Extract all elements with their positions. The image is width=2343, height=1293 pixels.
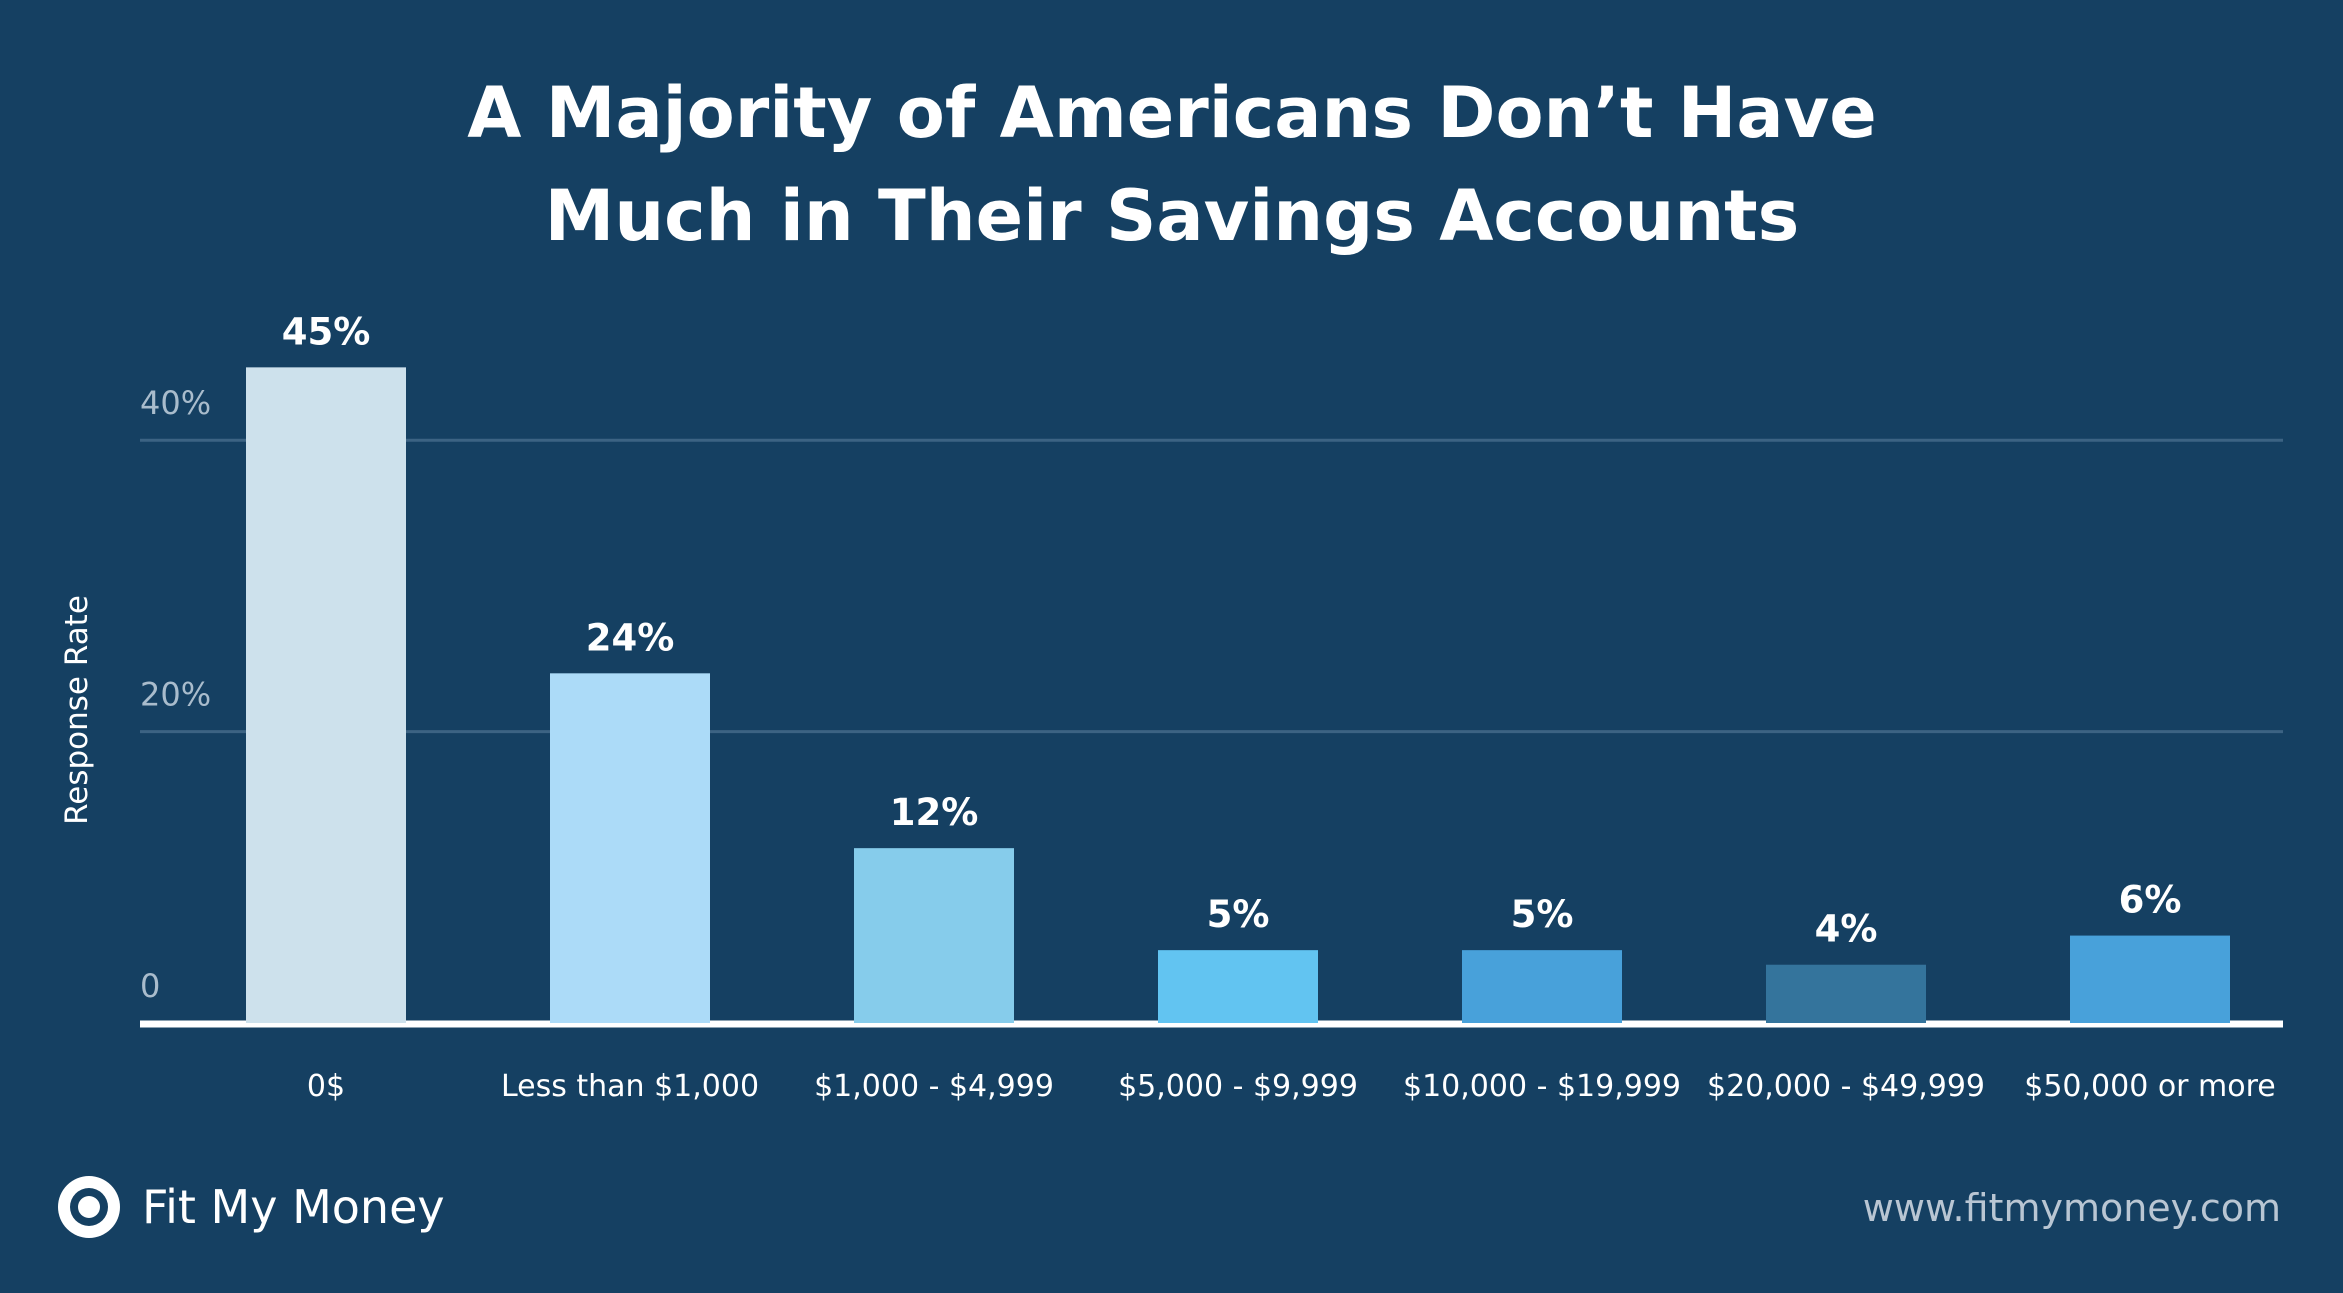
bar	[550, 673, 710, 1023]
x-tick-label: $50,000 or more	[2024, 1069, 2276, 1104]
y-tick-label: 0	[140, 967, 160, 1005]
bar	[1462, 950, 1622, 1023]
bar	[1158, 950, 1318, 1023]
data-label: 12%	[890, 791, 979, 834]
site-url: www.fitmymoney.com	[1862, 1186, 2281, 1230]
bar	[2070, 935, 2230, 1023]
data-label: 5%	[1207, 893, 1270, 936]
bar	[854, 848, 1014, 1023]
bar	[246, 367, 406, 1024]
brand-logo: Fit My Money	[58, 1176, 445, 1238]
data-label: 6%	[2119, 879, 2182, 922]
x-tick-label: $5,000 - $9,999	[1118, 1069, 1358, 1104]
x-tick-label: $10,000 - $19,999	[1403, 1069, 1681, 1104]
bar	[1766, 964, 1926, 1023]
data-label: 45%	[282, 310, 371, 353]
brand-name: Fit My Money	[142, 1180, 445, 1234]
x-tick-label: Less than $1,000	[501, 1069, 759, 1104]
data-label: 24%	[586, 616, 675, 659]
chart-title-line-2: Much in Their Savings Accounts	[545, 175, 1800, 257]
target-icon	[58, 1176, 120, 1238]
y-axis-label: Response Rate	[59, 595, 95, 825]
data-label: 4%	[1815, 908, 1878, 951]
y-tick-label: 40%	[140, 384, 211, 422]
data-label: 5%	[1511, 893, 1574, 936]
chart-title-line-1: A Majority of Americans Don’t Have	[467, 72, 1877, 154]
x-tick-label: 0$	[307, 1069, 345, 1104]
x-tick-label: $20,000 - $49,999	[1707, 1069, 1985, 1104]
x-tick-label: $1,000 - $4,999	[814, 1069, 1054, 1104]
y-tick-label: 20%	[140, 676, 211, 714]
